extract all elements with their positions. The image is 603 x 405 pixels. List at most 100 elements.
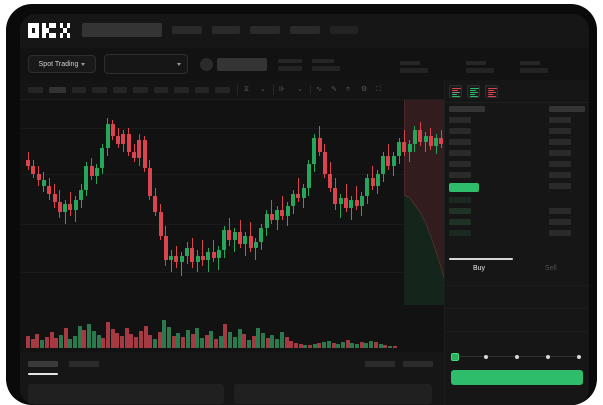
orderbook-row[interactable] bbox=[549, 183, 571, 189]
volume-bar bbox=[383, 345, 388, 348]
volume-bar bbox=[373, 342, 378, 348]
orderbook-row[interactable] bbox=[449, 197, 471, 203]
orderbook-mode-both[interactable] bbox=[449, 85, 462, 98]
volume-bar bbox=[87, 324, 92, 348]
submit-buy-button[interactable] bbox=[451, 370, 583, 385]
orderbook-row[interactable] bbox=[449, 161, 471, 167]
slider-stop-50[interactable] bbox=[515, 354, 519, 359]
slider-stop-25[interactable] bbox=[484, 354, 488, 359]
pencil-icon[interactable]: ✎ bbox=[331, 86, 337, 93]
bottom-tab-2[interactable] bbox=[69, 361, 99, 367]
orderbook-row[interactable] bbox=[449, 230, 471, 236]
nav-item-3[interactable] bbox=[250, 26, 280, 34]
spot-trading-label: Spot Trading bbox=[38, 60, 79, 68]
chevron-down-icon[interactable]: ⌄ bbox=[260, 86, 266, 93]
interval-1[interactable] bbox=[28, 87, 43, 93]
orderbook-row[interactable] bbox=[549, 161, 571, 167]
candle-wick bbox=[356, 186, 358, 210]
slider-stop-75[interactable] bbox=[546, 354, 550, 359]
volume-bar bbox=[152, 339, 157, 348]
bottom-action-1[interactable] bbox=[365, 361, 395, 367]
nav-item-1[interactable] bbox=[172, 26, 202, 34]
price-chart[interactable] bbox=[20, 100, 444, 352]
interval-2[interactable] bbox=[49, 87, 66, 93]
volume-bar bbox=[195, 328, 200, 348]
interval-6[interactable] bbox=[133, 87, 148, 93]
orderbook-row[interactable] bbox=[549, 117, 571, 123]
interval-4[interactable] bbox=[92, 87, 107, 93]
candle-body bbox=[428, 136, 433, 146]
bottom-tab-1[interactable] bbox=[28, 361, 58, 367]
search-input[interactable] bbox=[82, 23, 162, 37]
orderbook-row[interactable] bbox=[549, 172, 571, 178]
time-interval-icon[interactable]: ⧖ bbox=[244, 86, 249, 93]
camera-icon[interactable]: ⌾ bbox=[346, 86, 351, 93]
candle-body bbox=[142, 140, 147, 168]
spot-trading-dropdown[interactable]: Spot Trading bbox=[28, 55, 96, 73]
candle-body bbox=[285, 206, 290, 216]
orderbook-row[interactable] bbox=[549, 139, 571, 145]
candle-body bbox=[248, 236, 253, 248]
orderbook-row[interactable] bbox=[449, 117, 471, 123]
volume-bar bbox=[270, 335, 275, 348]
orderbook-row[interactable] bbox=[449, 139, 471, 145]
orderbook-row[interactable] bbox=[549, 150, 571, 156]
volume-bar bbox=[336, 344, 341, 348]
orderbook-row[interactable] bbox=[449, 172, 471, 178]
orderbook-mode-bids[interactable] bbox=[467, 85, 480, 98]
ticker-stat-1 bbox=[278, 59, 302, 71]
orderbook-row[interactable] bbox=[549, 128, 571, 134]
volume-bar bbox=[96, 335, 101, 348]
chevron-down-icon[interactable]: ⌄ bbox=[297, 86, 303, 93]
volume-bar bbox=[30, 339, 35, 348]
slider-stop-100[interactable] bbox=[577, 354, 581, 359]
bottom-action-2[interactable] bbox=[403, 361, 433, 367]
orderbook-row[interactable] bbox=[549, 230, 571, 236]
orderbook-active-row[interactable] bbox=[449, 183, 479, 192]
candle-body bbox=[158, 212, 163, 236]
interval-10[interactable] bbox=[215, 87, 230, 93]
interval-5[interactable] bbox=[113, 87, 127, 93]
interval-9[interactable] bbox=[195, 87, 209, 93]
fullscreen-icon[interactable]: ⛶ bbox=[376, 86, 381, 93]
bottom-panel-right[interactable] bbox=[234, 384, 432, 404]
ticker-stat-2 bbox=[312, 59, 340, 71]
orderbook-tab-sell[interactable]: Sell bbox=[545, 265, 557, 272]
volume-bar bbox=[364, 343, 369, 348]
volume-bar bbox=[199, 338, 204, 348]
indicator-icon[interactable]: ⊪ bbox=[279, 86, 286, 93]
volume-bar bbox=[237, 329, 242, 348]
candle-wick bbox=[271, 200, 273, 224]
volume-bar bbox=[143, 326, 148, 348]
nav-item-2[interactable] bbox=[212, 26, 240, 34]
orderbook-tab-buy[interactable]: Buy bbox=[473, 265, 486, 272]
volume-bar bbox=[162, 320, 167, 348]
candle-body bbox=[211, 252, 216, 258]
bottom-panel-left[interactable] bbox=[28, 384, 224, 404]
volume-bar bbox=[171, 336, 176, 348]
chevron-down-icon bbox=[81, 62, 86, 66]
form-divider bbox=[445, 331, 589, 332]
volume-bar bbox=[54, 338, 59, 348]
candle-body bbox=[227, 230, 232, 240]
volume-bar bbox=[63, 328, 68, 348]
orderbook-row[interactable] bbox=[449, 219, 471, 225]
nav-item-4[interactable] bbox=[290, 26, 320, 34]
okx-logo[interactable] bbox=[28, 23, 70, 38]
interval-7[interactable] bbox=[154, 87, 168, 93]
line-chart-icon[interactable]: ∿ bbox=[316, 86, 322, 93]
orderbook-mode-asks[interactable] bbox=[485, 85, 498, 98]
volume-bar bbox=[232, 337, 237, 348]
settings-icon[interactable]: ⚙ bbox=[361, 86, 368, 93]
interval-8[interactable] bbox=[174, 87, 189, 93]
orderbook-row[interactable] bbox=[549, 219, 571, 225]
interval-3[interactable] bbox=[72, 87, 86, 93]
pair-selector[interactable] bbox=[104, 54, 188, 74]
orderbook-row[interactable] bbox=[449, 128, 471, 134]
amount-slider[interactable] bbox=[451, 352, 583, 361]
orderbook-row[interactable] bbox=[449, 208, 471, 214]
orderbook-row[interactable] bbox=[449, 150, 471, 156]
nav-item-5[interactable] bbox=[330, 26, 358, 34]
orderbook-row[interactable] bbox=[549, 208, 571, 214]
slider-handle[interactable] bbox=[451, 352, 459, 361]
